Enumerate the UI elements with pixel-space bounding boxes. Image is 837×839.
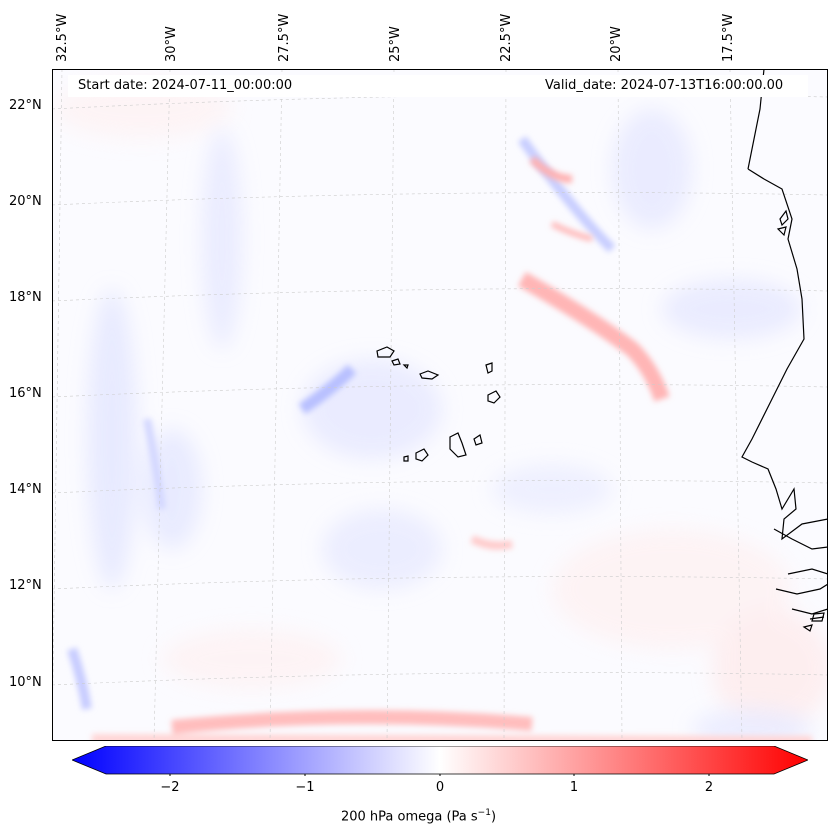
graticule	[52, 69, 828, 741]
coastlines	[376, 69, 828, 632]
lat-label-12n: 12°N	[9, 578, 42, 593]
lon-label-30w: 30°W	[164, 26, 179, 62]
omega-field	[52, 69, 828, 741]
valid-date-label: Valid_date: 2024-07-13T16:00:00.00	[545, 78, 784, 93]
colorbar-title-exponent: −1	[477, 808, 491, 818]
lon-label-32.5w: 32.5°W	[55, 13, 70, 62]
africa-coast-islands	[776, 209, 825, 632]
lat-label-14n: 14°N	[9, 482, 42, 497]
start-date-label: Start date: 2024-07-11_00:00:00	[78, 78, 293, 93]
lon-label-20w: 20°W	[609, 26, 624, 62]
map-plot-area	[52, 69, 828, 741]
negative-omega-streaks	[67, 136, 616, 710]
weak-positive-omega	[52, 79, 828, 729]
lon-label-25w: 25°W	[388, 26, 403, 62]
cape-verde-boa-vista	[487, 390, 501, 404]
lon-label-27.5w: 27.5°W	[277, 13, 292, 62]
cape-verde-sao-nicolau	[419, 370, 440, 380]
colorbar-tick-0: 0	[435, 780, 445, 795]
cape-verde-maio	[473, 434, 483, 446]
colorbar-tick-2: 2	[704, 780, 714, 795]
colorbar-tick-neg2: −2	[160, 780, 180, 795]
date-header-band	[68, 75, 808, 97]
colorbar-title-main: 200 hPa omega (Pa s	[340, 809, 478, 825]
lat-label-18n: 18°N	[9, 290, 42, 305]
colorbar-tick-1: 1	[569, 780, 579, 795]
africa-coastline	[741, 69, 828, 620]
cape-verde-sao-vicente	[391, 358, 401, 366]
colorbar-title: 200 hPa omega (Pa s−1)	[0, 808, 837, 824]
lon-label-22.5w: 22.5°W	[499, 13, 514, 62]
cape-verde-santiago	[449, 432, 467, 458]
cape-verde-fogo	[415, 448, 429, 462]
cape-verde-santo-antao	[376, 346, 395, 358]
cape-verde-santa-luzia	[402, 364, 409, 370]
lat-label-16n: 16°N	[9, 386, 42, 401]
colorbar	[72, 746, 808, 776]
lat-label-10n: 10°N	[9, 675, 42, 690]
lat-label-20n: 20°N	[9, 194, 42, 209]
lon-label-17.5w: 17.5°W	[721, 13, 736, 62]
colorbar-ticks	[169, 774, 710, 776]
cape-verde-sal	[485, 362, 493, 374]
colorbar-body	[72, 746, 808, 775]
lat-label-22n: 22°N	[9, 98, 42, 113]
colorbar-tick-neg1: −1	[295, 780, 315, 795]
cape-verde-brava	[403, 455, 409, 462]
colorbar-title-end: )	[490, 809, 497, 825]
